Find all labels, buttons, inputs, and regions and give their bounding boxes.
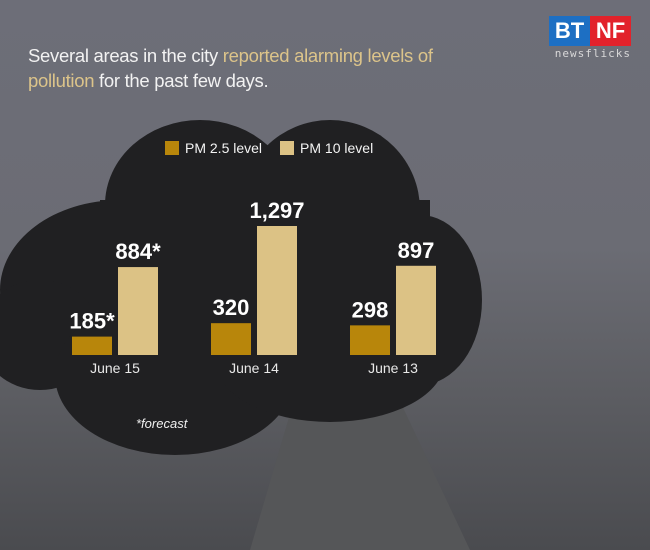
data-label: 884* [115, 239, 161, 264]
legend-swatch-pm25 [165, 141, 179, 155]
legend-label-pm10: PM 10 level [300, 140, 374, 156]
road [250, 380, 470, 550]
bar-pm25 [350, 325, 390, 355]
data-label: 298 [352, 297, 389, 322]
legend: PM 2.5 level PM 10 level [165, 140, 373, 156]
bar-pm10 [396, 265, 436, 355]
logo: BT NF newsflicks [549, 16, 631, 60]
legend-label-pm25: PM 2.5 level [185, 140, 263, 156]
category-label: June 15 [90, 360, 140, 376]
headline: Several areas in the city reported alarm… [28, 43, 448, 93]
logo-nf: NF [590, 16, 631, 46]
headline-highlight: reported alarming levels of pollution [28, 45, 433, 91]
bar-pm10 [118, 267, 158, 355]
data-label: 185* [69, 309, 115, 334]
bar-pm25 [211, 323, 251, 355]
category-label: June 14 [229, 360, 279, 376]
data-label: 897 [398, 238, 435, 263]
bar-pm25 [72, 336, 112, 355]
legend-swatch-pm10 [280, 141, 295, 155]
data-label: 320 [213, 295, 250, 320]
bar-pm10 [257, 226, 297, 355]
headline-text-end: for the past few days. [94, 70, 269, 91]
headline-text: Several areas in the city [28, 45, 223, 66]
legend-item-pm10: PM 10 level [280, 140, 373, 156]
category-label: June 13 [368, 360, 418, 376]
forecast-footnote: *forecast [136, 416, 188, 431]
data-label: 1,297 [249, 198, 304, 223]
logo-tagline: newsflicks [554, 47, 631, 60]
logo-bt: BT [549, 16, 590, 46]
legend-item-pm25: PM 2.5 level [165, 140, 262, 156]
